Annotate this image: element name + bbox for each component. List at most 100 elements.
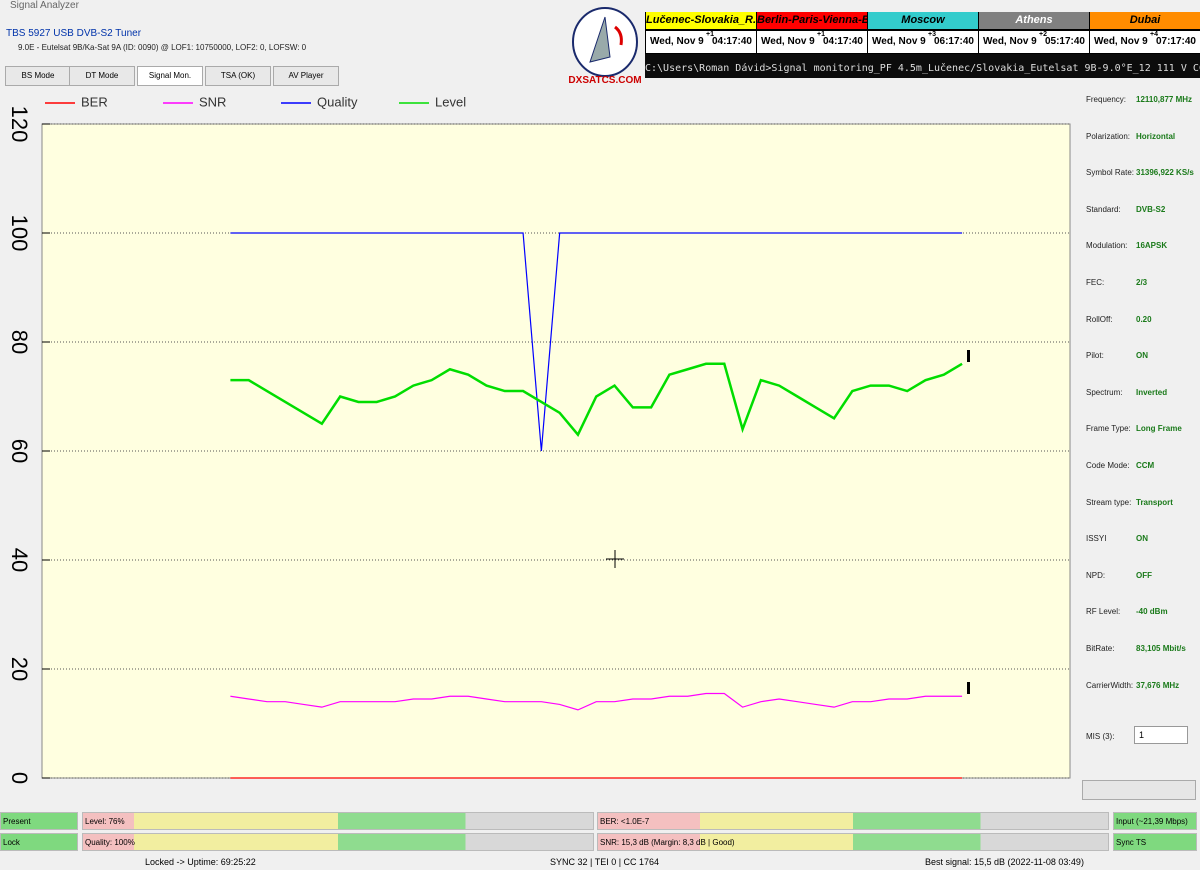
y-tick-label: 100 bbox=[7, 215, 32, 252]
logo: DXSATCS.COM bbox=[568, 7, 642, 86]
clock-time: 07:17:40 bbox=[1155, 36, 1196, 47]
clock-name: Lučenec-Slovakia_R.Dávid bbox=[646, 12, 756, 29]
legend-label: Quality bbox=[317, 94, 358, 109]
clock-date: Wed, Nov 9 bbox=[1094, 36, 1148, 47]
clock-offset: +3 bbox=[928, 31, 936, 38]
info-value: Transport bbox=[1136, 497, 1173, 507]
info-label: BitRate: bbox=[1086, 644, 1115, 653]
mis-label: MIS (3): bbox=[1086, 732, 1115, 741]
info-label: FEC: bbox=[1086, 278, 1105, 287]
clock-row: Wed, Nov 9 +2 05:17:40 bbox=[979, 31, 1089, 53]
y-tick-label: 20 bbox=[7, 657, 32, 681]
info-value: -40 dBm bbox=[1136, 607, 1168, 617]
info-value: ON bbox=[1136, 534, 1148, 544]
info-value: 12110,877 MHz bbox=[1136, 95, 1193, 104]
tab[interactable]: DT Mode bbox=[69, 66, 135, 86]
tab[interactable]: TSA (OK) bbox=[205, 66, 271, 86]
clock-offset: +4 bbox=[1150, 31, 1158, 38]
clock-time: 05:17:40 bbox=[1044, 36, 1085, 47]
clock-row: Wed, Nov 9 +1 04:17:40 bbox=[757, 31, 867, 53]
clock-offset: +2 bbox=[1039, 31, 1047, 38]
clock-row: Wed, Nov 9 +3 06:17:40 bbox=[868, 31, 978, 53]
clock-row: Wed, Nov 9 +1 04:17:40 bbox=[646, 31, 756, 53]
mis-select[interactable]: 1 bbox=[1134, 726, 1188, 744]
clock-offset: +1 bbox=[706, 31, 714, 38]
series-line bbox=[230, 232, 963, 452]
info-panel: Frequency: 12110,877 MHz Polarization: Hori… bbox=[1078, 88, 1200, 800]
footer-text: SYNC 32 | TEI 0 | CC 1764 bbox=[550, 857, 660, 867]
clock: Lučenec-Slovakia_R.Dávid Wed, Nov 9+104:1… bbox=[646, 12, 756, 54]
clock: Moscow Wed, Nov 9 +3 06:17:40 bbox=[868, 12, 978, 54]
clock-date: Wed, Nov 9 bbox=[761, 36, 815, 47]
info-value: 16APSK bbox=[1136, 241, 1168, 251]
clock-name: Dubai bbox=[1090, 12, 1200, 29]
footer-text: Locked -> Uptime: 69:25:22 bbox=[145, 857, 256, 867]
tab[interactable]: Signal Mon. bbox=[137, 66, 203, 86]
status-bar: Input (~21,39 Mbps) bbox=[1113, 812, 1197, 830]
satellite-info: 9.0E - Eutelsat 9B/Ka-Sat 9A (ID: 0090) … bbox=[18, 43, 307, 52]
device-name: TBS 5927 USB DVB-S2 Tuner bbox=[6, 28, 142, 39]
footer-text: Best signal: 15,5 dB (2022-11-08 03:49) bbox=[925, 857, 1084, 867]
y-tick-label: 120 bbox=[7, 106, 32, 143]
status-bar: Level: 76% bbox=[82, 812, 594, 830]
status-bar: SNR: 15,3 dB (Margin: 8,3 dB | Good) bbox=[597, 833, 1109, 851]
info-label: CarrierWidth: bbox=[1086, 680, 1134, 690]
info-value: Horizontal bbox=[1136, 131, 1176, 141]
status-bar: Lock bbox=[0, 833, 78, 851]
info-value: DVB-S2 bbox=[1136, 204, 1166, 214]
status-bar: BER: <1.0E-7 bbox=[597, 812, 1109, 830]
clock-name: Berlin-Paris-Vienna-Belgrade bbox=[757, 12, 867, 29]
signal-chart: 0 20 40 60 80 100 120 BER SNR Quality Level bbox=[0, 88, 1078, 800]
clock-name: Moscow bbox=[868, 12, 978, 29]
info-value: 2/3 bbox=[1136, 278, 1148, 287]
info-label: Pilot: bbox=[1086, 351, 1104, 361]
legend-label: BER bbox=[81, 94, 108, 109]
clock-date: Wed, Nov 9 bbox=[872, 36, 926, 47]
status-bar: Present bbox=[0, 812, 78, 830]
clock-name: Athens bbox=[979, 12, 1089, 29]
status-bar: Sync TS bbox=[1113, 833, 1197, 851]
y-tick-label: 0 bbox=[7, 772, 32, 784]
panel-button[interactable] bbox=[1082, 780, 1196, 800]
legend-label: SNR bbox=[199, 94, 226, 109]
console-line: C:\Users\Roman Dávid>Signal monitoring_P… bbox=[645, 54, 1200, 78]
info-value: OFF bbox=[1136, 570, 1152, 580]
window-title: Signal Analyzer bbox=[10, 0, 79, 11]
clock-date: Wed, Nov 9 bbox=[983, 36, 1037, 47]
info-value: 37,676 MHz bbox=[1136, 680, 1180, 690]
series-line bbox=[230, 692, 963, 711]
info-value: 0.20 bbox=[1136, 314, 1152, 324]
info-label: Modulation: bbox=[1086, 241, 1128, 251]
logo-text: DXSATCS.COM bbox=[568, 75, 641, 86]
world-clocks: Lučenec-Slovakia_R.DávidWed, Nov 9+104:1… bbox=[645, 12, 1200, 54]
clock: Dubai Wed, Nov 9 +4 07:17:40 bbox=[1090, 12, 1200, 54]
clock-date: Wed, Nov 9 bbox=[650, 36, 704, 47]
info-label: Code Mode: bbox=[1086, 461, 1130, 470]
info-label: RF Level: bbox=[1086, 607, 1121, 617]
info-label: Frequency: bbox=[1086, 95, 1127, 104]
info-value: Long Frame bbox=[1136, 424, 1182, 434]
info-label: Standard: bbox=[1086, 204, 1121, 214]
info-label: ISSYI bbox=[1086, 534, 1107, 544]
info-label: Spectrum: bbox=[1086, 387, 1123, 397]
clock: Athens Wed, Nov 9 +2 05:17:40 bbox=[979, 12, 1089, 54]
y-tick-label: 40 bbox=[7, 548, 32, 572]
info-label: Stream type: bbox=[1086, 497, 1132, 507]
tab[interactable]: AV Player bbox=[273, 66, 339, 86]
info-value: CCM bbox=[1136, 461, 1155, 470]
info-label: Frame Type: bbox=[1086, 424, 1131, 434]
clock: Berlin-Paris-Vienna-Belgrade Wed, Nov 9+1… bbox=[757, 12, 867, 54]
status-bar: Quality: 100% bbox=[82, 833, 594, 851]
tab[interactable]: BS Mode bbox=[5, 66, 71, 86]
info-label: Polarization: bbox=[1086, 131, 1131, 141]
info-label: NPD: bbox=[1086, 570, 1106, 580]
info-value: Inverted bbox=[1136, 387, 1168, 397]
y-tick-label: 80 bbox=[7, 330, 32, 354]
info-value: 83,105 Mbit/s bbox=[1136, 644, 1186, 653]
clock-time: 04:17:40 bbox=[822, 36, 863, 47]
info-label: RollOff: bbox=[1086, 314, 1113, 324]
clock-time: 06:17:40 bbox=[933, 36, 974, 47]
clock-row: Wed, Nov 9 +4 07:17:40 bbox=[1090, 31, 1200, 53]
y-tick-label: 60 bbox=[7, 439, 32, 463]
